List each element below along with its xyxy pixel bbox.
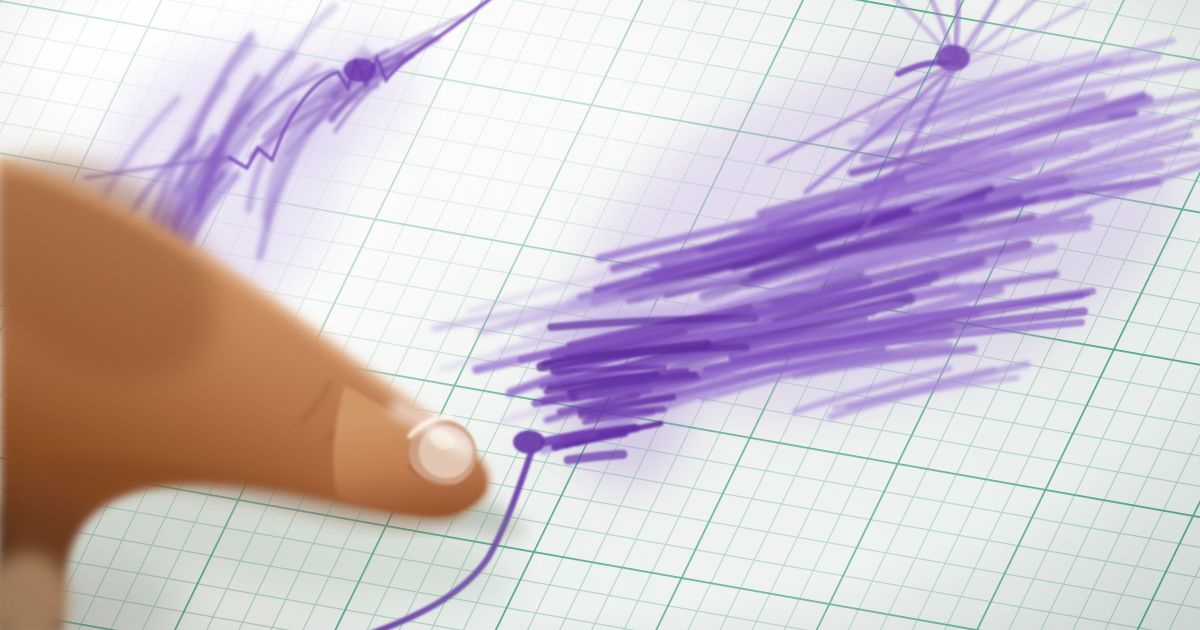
seismograph-photo: Close-up photograph of a human index fin…: [0, 0, 1200, 630]
photo-canvas: Close-up photograph of a human index fin…: [0, 0, 1200, 630]
corner-shade-overlay: [0, 0, 1200, 630]
